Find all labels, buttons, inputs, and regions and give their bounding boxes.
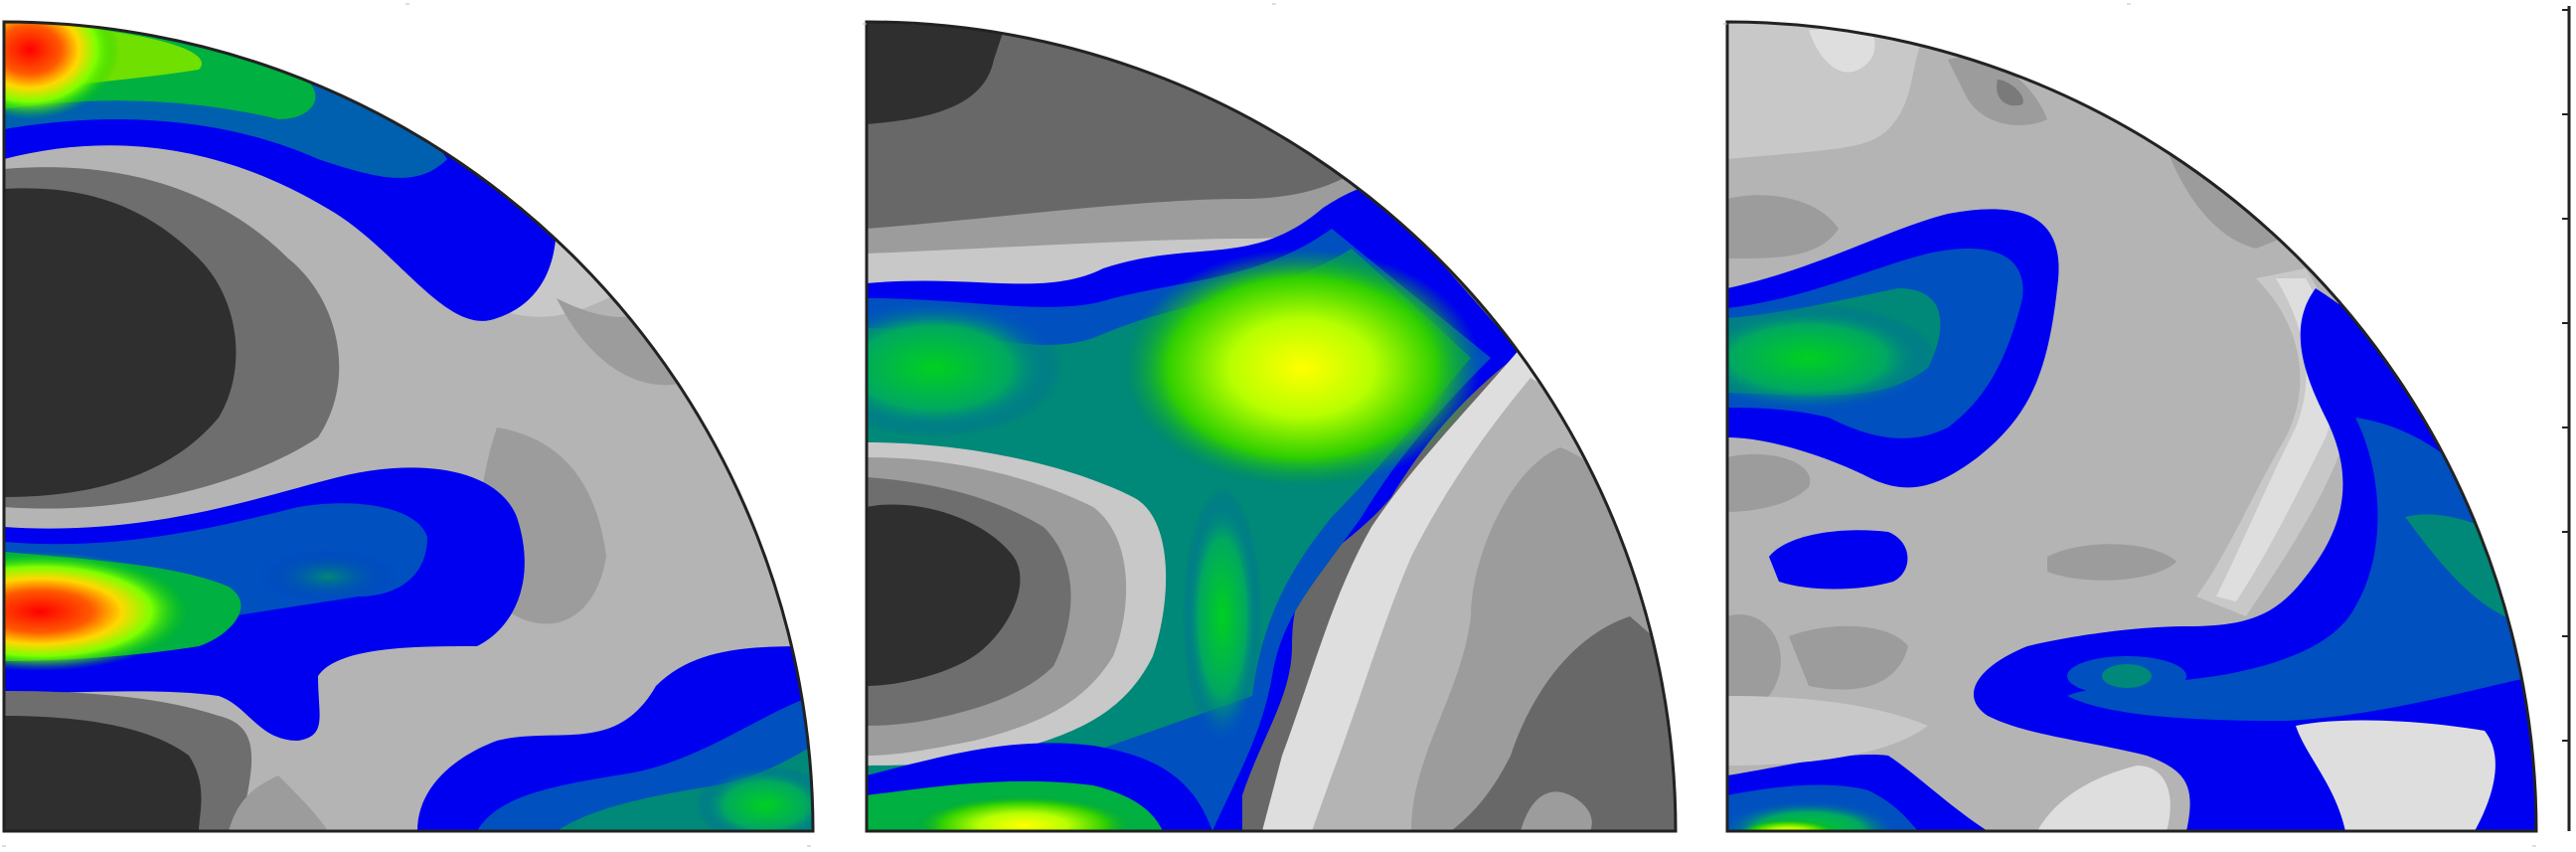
colorbar-ticks (2562, 9, 2569, 742)
colorbar-axis (2562, 6, 2571, 831)
pole-figure-right-outline (1725, 20, 2538, 833)
pole-figure-middle (867, 22, 1676, 831)
pole-figure-middle-outline (865, 20, 1678, 833)
pole-figure-left-outline (2, 20, 815, 833)
pole-figure-left (4, 22, 813, 831)
corner-ticks (2, 3, 2536, 847)
pole-figure-right (1727, 22, 2536, 831)
